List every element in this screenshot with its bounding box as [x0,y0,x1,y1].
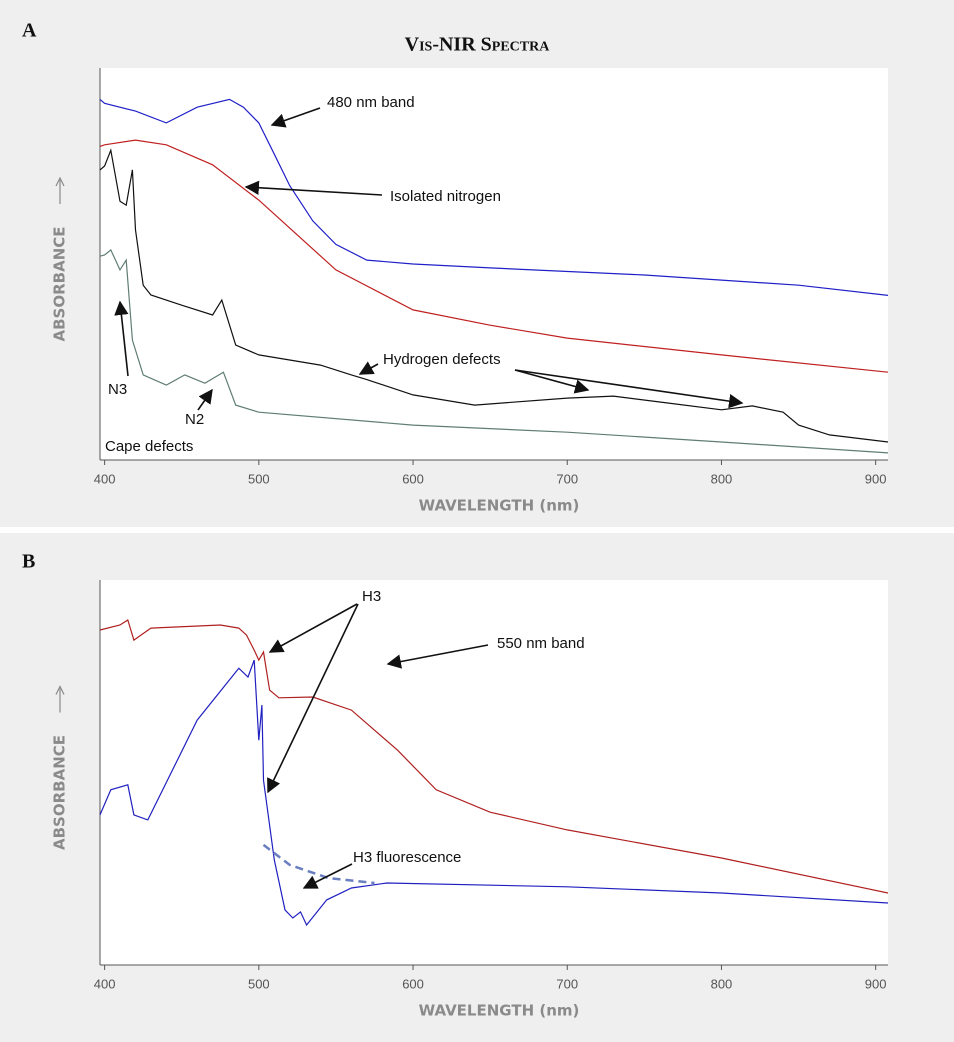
annotation: Cape defects [105,438,193,455]
x-tick-label: 700 [556,976,578,991]
panel-letter: A [22,20,37,42]
annotation-arrow [114,300,129,377]
chart-title: Vis-NIR Spectra [405,34,551,56]
annotation: 550 nm band [497,635,585,652]
panel-letter: B [22,551,35,573]
annotation: Isolated nitrogen [390,188,501,205]
annotation-arrow [358,361,379,375]
annotation-arrow [270,107,321,128]
annotation: 480 nm band [327,94,415,111]
annotation-arrow [197,388,213,411]
x-tick-label: 400 [94,471,116,486]
spectrum-line [262,843,375,885]
annotation: Hydrogen defects [383,351,501,368]
annotation-arrow [302,863,353,889]
plot-area [100,580,888,965]
annotation-arrow [244,180,383,196]
x-tick-label: 600 [402,471,424,486]
x-tick-label: 700 [556,471,578,486]
x-tick-label: 900 [865,471,887,486]
x-axis-label: WAVELENGTH (nm) [419,1002,580,1020]
y-axis-label: ABSORBANCE [51,227,69,342]
spectrum-line [99,98,889,296]
annotation: H3 [362,588,381,605]
y-axis-label: ABSORBANCE [51,735,69,850]
annotation-arrow [514,369,590,394]
spectrum-line [99,139,889,373]
x-axis-label: WAVELENGTH (nm) [419,497,580,515]
spectrum-line [99,619,889,894]
x-tick-label: 600 [402,976,424,991]
spectrum-line [99,248,889,454]
x-tick-label: 900 [865,976,887,991]
x-tick-label: 500 [248,471,270,486]
spectrum-line [99,659,889,927]
annotation-arrow [267,603,359,794]
x-tick-label: 400 [94,976,116,991]
x-tick-label: 500 [248,976,270,991]
plot-area [100,68,888,460]
x-tick-label: 800 [711,471,733,486]
y-label-arrowhead [55,685,65,695]
annotation: N2 [185,411,204,428]
annotation: N3 [108,381,127,398]
annotation: H3 fluorescence [353,849,461,866]
x-tick-label: 800 [711,976,733,991]
annotation-arrow [386,644,489,669]
annotation-arrow [268,603,358,653]
annotation-arrow [514,369,744,409]
y-label-arrowhead [55,176,65,187]
